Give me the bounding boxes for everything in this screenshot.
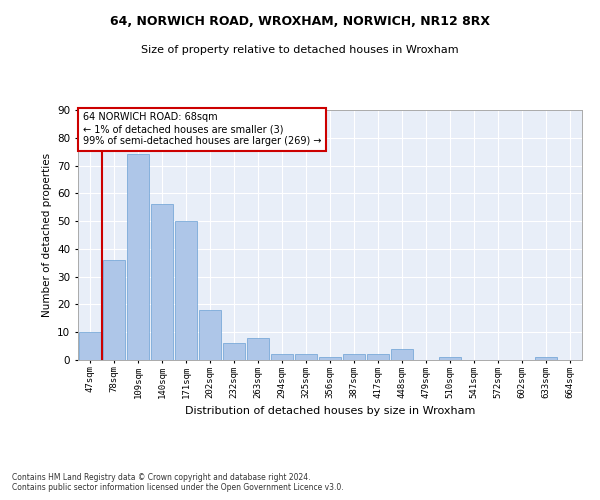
Text: 64, NORWICH ROAD, WROXHAM, NORWICH, NR12 8RX: 64, NORWICH ROAD, WROXHAM, NORWICH, NR12… — [110, 15, 490, 28]
Bar — [223, 344, 245, 360]
Bar — [271, 354, 293, 360]
Bar — [439, 357, 461, 360]
Text: Size of property relative to detached houses in Wroxham: Size of property relative to detached ho… — [141, 45, 459, 55]
Text: Contains HM Land Registry data © Crown copyright and database right 2024.
Contai: Contains HM Land Registry data © Crown c… — [12, 473, 344, 492]
Bar — [343, 354, 365, 360]
Bar — [175, 221, 197, 360]
Bar — [535, 357, 557, 360]
Bar — [103, 260, 125, 360]
Bar — [295, 354, 317, 360]
Bar — [391, 349, 413, 360]
Bar — [367, 354, 389, 360]
Bar — [199, 310, 221, 360]
Bar — [127, 154, 149, 360]
Y-axis label: Number of detached properties: Number of detached properties — [41, 153, 52, 317]
Bar — [247, 338, 269, 360]
X-axis label: Distribution of detached houses by size in Wroxham: Distribution of detached houses by size … — [185, 406, 475, 416]
Bar — [151, 204, 173, 360]
Bar — [319, 357, 341, 360]
Bar — [79, 332, 101, 360]
Text: 64 NORWICH ROAD: 68sqm
← 1% of detached houses are smaller (3)
99% of semi-detac: 64 NORWICH ROAD: 68sqm ← 1% of detached … — [83, 112, 322, 146]
